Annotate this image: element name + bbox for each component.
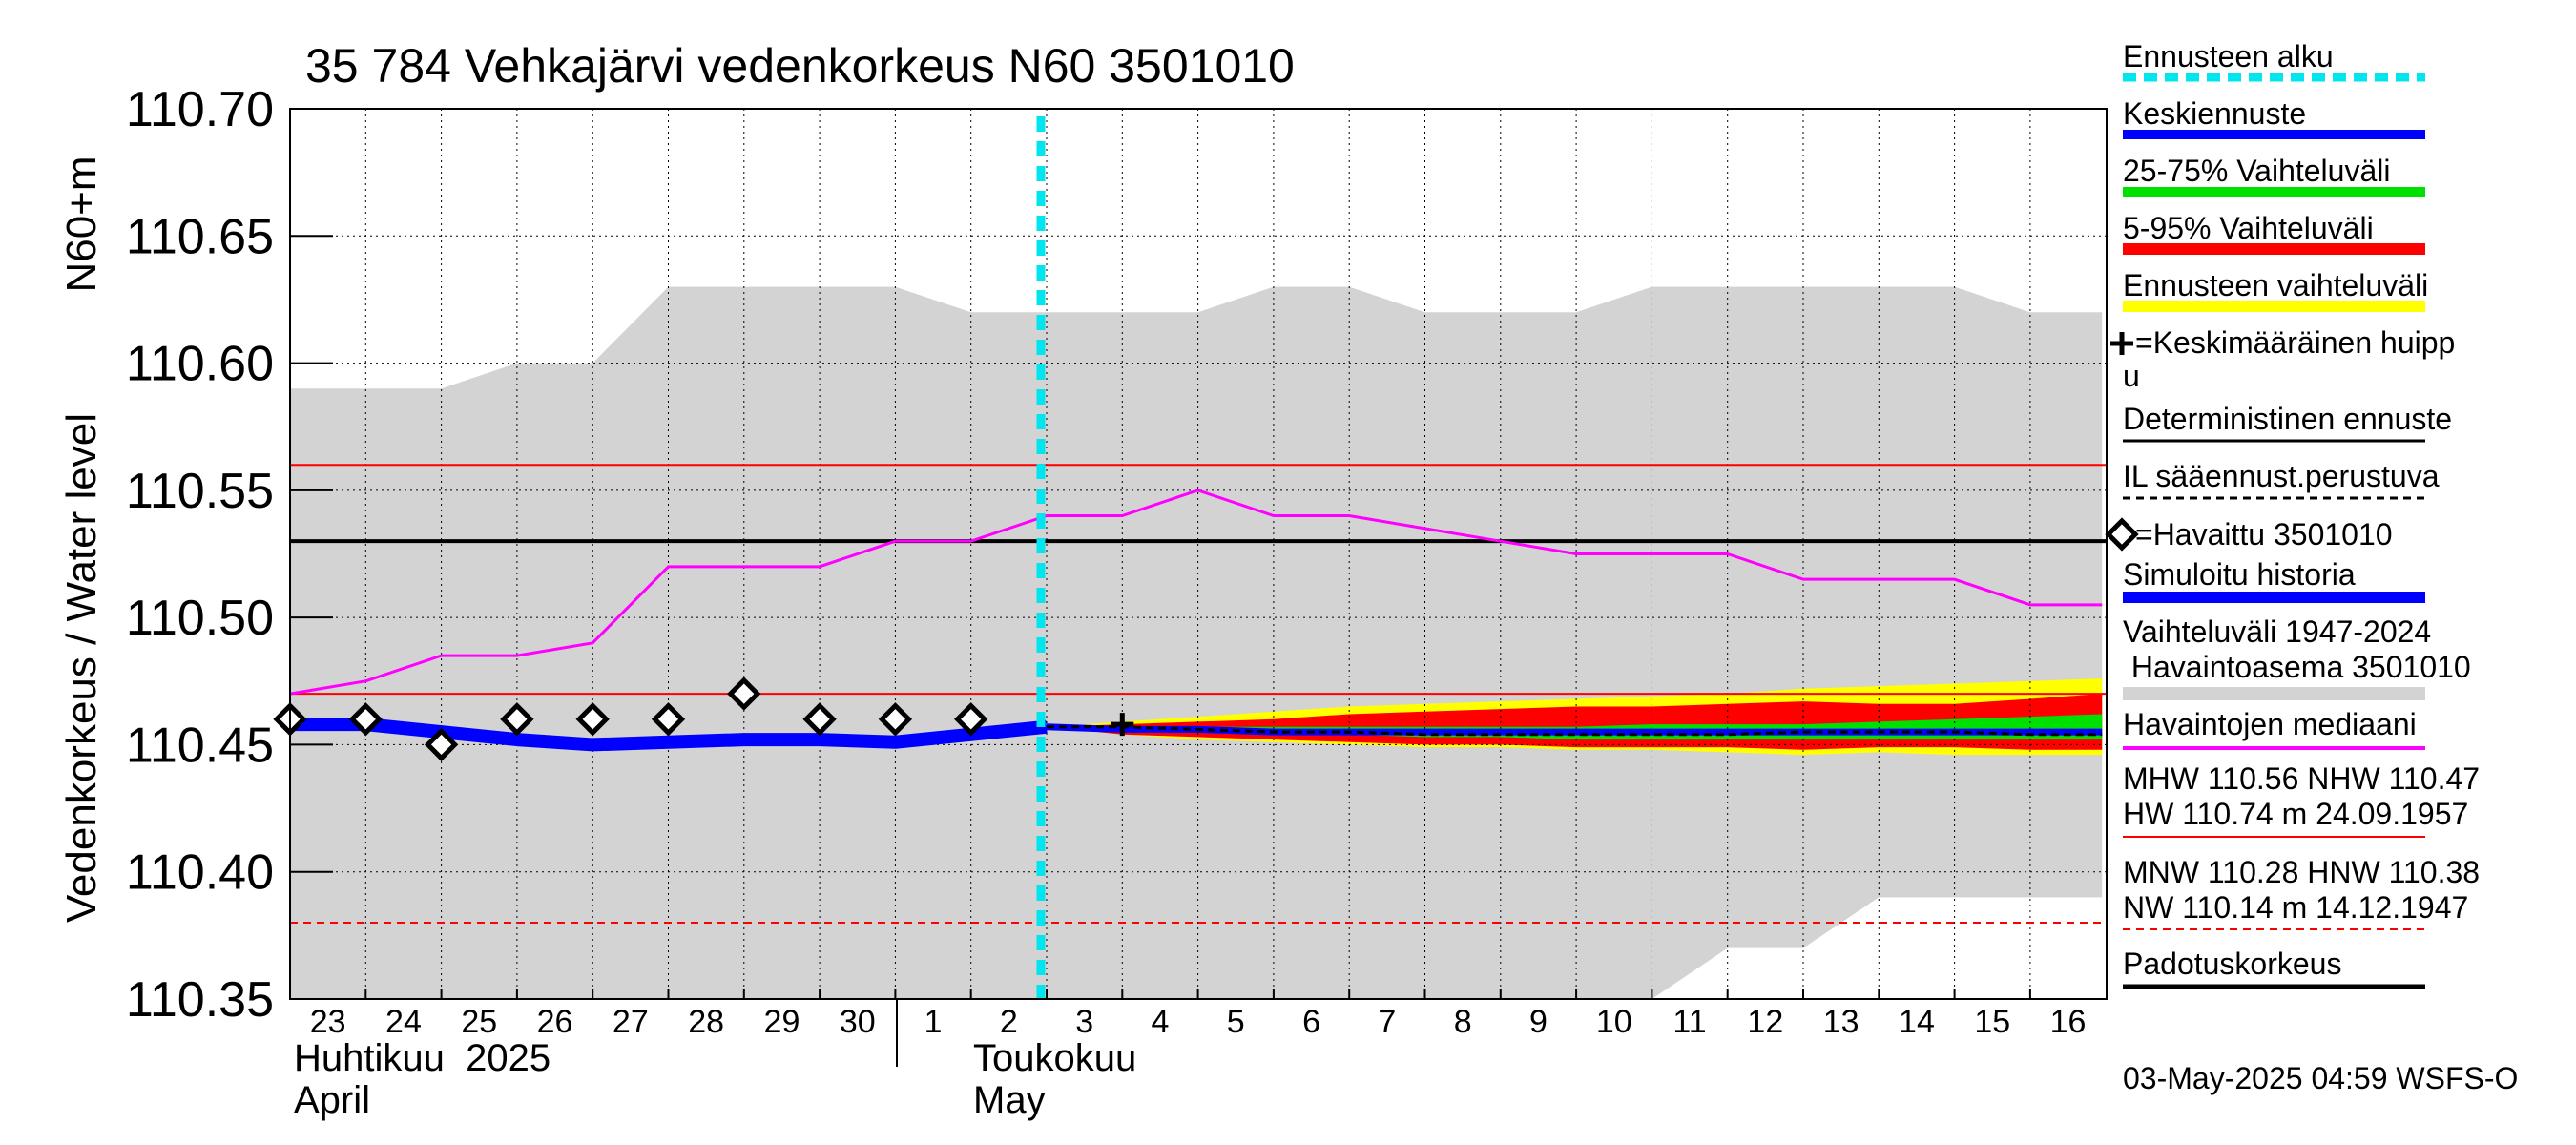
- legend: Ennusteen alku Keskiennuste 25-75% Vaiht…: [2105, 39, 2480, 989]
- legend-observed-label: =Havaittu 3501010: [2135, 517, 2393, 552]
- simulated-history-line: [290, 718, 1048, 752]
- x-tick-label: 4: [1151, 1004, 1169, 1040]
- mean-peak-point: [1111, 713, 1134, 737]
- variation-band: [290, 286, 2103, 1000]
- legend-nw-label: NW 110.14 m 14.12.1947: [2123, 890, 2468, 925]
- month-label-may-en: May: [973, 1079, 1046, 1121]
- legend-mean-forecast-label: Keskiennuste: [2123, 96, 2306, 131]
- x-tick-label: 12: [1747, 1004, 1783, 1040]
- observed-point: [500, 702, 534, 737]
- legend-p25-75-label: 25-75% Vaihteluväli: [2123, 154, 2390, 188]
- legend-padotus-label: Padotuskorkeus: [2123, 947, 2341, 981]
- timestamp: 03-May-2025 04:59 WSFS-O: [2123, 1061, 2518, 1095]
- legend-mhw-label: MHW 110.56 NHW 110.47: [2123, 761, 2480, 796]
- x-tick-label: 7: [1378, 1004, 1396, 1040]
- x-tick-label: 13: [1823, 1004, 1859, 1040]
- legend-forecast-start-label: Ennusteen alku: [2123, 39, 2334, 73]
- legend-observed-diamond-icon: [2105, 517, 2139, 552]
- observed-point: [878, 702, 913, 737]
- legend-median-label: Havaintojen mediaani: [2123, 707, 2417, 741]
- y-tick-label: 110.50: [126, 591, 274, 646]
- x-tick-label: 24: [385, 1004, 422, 1040]
- month-label-may-fi: Toukokuu: [973, 1037, 1136, 1079]
- legend-p5-95-label: 5-95% Vaihteluväli: [2123, 211, 2374, 245]
- chart-lines: [289, 116, 2107, 999]
- observed-point: [348, 702, 383, 737]
- y-axis-label: Vedenkorkeus / Water level: [58, 413, 105, 923]
- month-label-april-en: April: [294, 1079, 370, 1121]
- x-tick-label: 8: [1454, 1004, 1472, 1040]
- legend-mean-peak-label-wrap: u: [2123, 359, 2140, 393]
- observed-point: [575, 702, 610, 737]
- legend-forecast-range-label: Ennusteen vaihteluväli: [2123, 268, 2428, 302]
- legend-mnw-label: MNW 110.28 HNW 110.38: [2123, 855, 2480, 889]
- y-tick-label: 110.60: [126, 337, 274, 392]
- observed-point: [802, 702, 837, 737]
- y-tick-label: 110.35: [126, 972, 274, 1028]
- observed-point: [651, 702, 686, 737]
- y-tick-label: 110.55: [126, 464, 274, 519]
- x-tick-label: 30: [840, 1004, 876, 1040]
- x-tick-label: 5: [1227, 1004, 1245, 1040]
- month-label-april-fi: Huhtikuu 2025: [294, 1037, 551, 1079]
- legend-variation-swatch: [2123, 687, 2425, 700]
- legend-variation-label: Vaihteluväli 1947-2024: [2123, 614, 2431, 649]
- x-tick-label: 3: [1075, 1004, 1093, 1040]
- chart-axes: 110.70 110.65 110.60 110.55 110.50 110.45 110.…: [126, 82, 2087, 1040]
- x-tick-label: 6: [1302, 1004, 1320, 1040]
- legend-mean-peak-cross-icon: [2110, 332, 2133, 355]
- y-axis-unit-label: N60+m: [58, 156, 105, 292]
- x-tick-label: 25: [461, 1004, 497, 1040]
- x-tick-label: 1: [924, 1004, 943, 1040]
- x-tick-label: 16: [2050, 1004, 2087, 1040]
- observed-point: [424, 727, 459, 762]
- legend-mean-peak-label: =Keskimääräinen huipp: [2135, 325, 2455, 360]
- y-tick-label: 110.40: [126, 845, 274, 901]
- observed-point: [727, 677, 761, 711]
- x-tick-label: 9: [1529, 1004, 1548, 1040]
- y-tick-label: 110.65: [126, 209, 274, 264]
- x-tick-label: 11: [1672, 1004, 1706, 1040]
- legend-il-forecast-label: IL sääennust.perustuva: [2123, 459, 2440, 493]
- legend-variation-station-label: Havaintoasema 3501010: [2123, 650, 2471, 684]
- legend-deterministic-label: Deterministinen ennuste: [2123, 402, 2452, 436]
- legend-hw-label: HW 110.74 m 24.09.1957: [2123, 797, 2468, 831]
- y-tick-label: 110.45: [126, 718, 274, 773]
- x-tick-label: 14: [1899, 1004, 1935, 1040]
- y-tick-label: 110.70: [126, 82, 274, 137]
- observed-point: [954, 702, 988, 737]
- x-tick-label: 26: [537, 1004, 573, 1040]
- x-tick-label: 15: [1974, 1004, 2010, 1040]
- x-tick-label: 2: [1000, 1004, 1018, 1040]
- x-tick-label: 28: [688, 1004, 724, 1040]
- x-tick-label: 29: [764, 1004, 800, 1040]
- chart-title: 35 784 Vehkajärvi vedenkorkeus N60 35010…: [305, 39, 1295, 93]
- median-line: [289, 489, 2103, 696]
- chart-bands: [290, 286, 2103, 1000]
- x-tick-label: 27: [613, 1004, 649, 1040]
- deterministic-forecast-line: [1047, 725, 2103, 737]
- x-tick-label: 23: [310, 1004, 346, 1040]
- legend-simulated-label: Simuloitu historia: [2123, 557, 2356, 592]
- x-tick-label: 10: [1596, 1004, 1632, 1040]
